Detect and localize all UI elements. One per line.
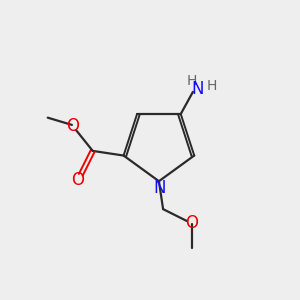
Text: O: O	[72, 171, 85, 189]
Text: H: H	[187, 74, 197, 88]
Text: N: N	[153, 179, 166, 197]
Text: H: H	[207, 80, 217, 93]
Text: O: O	[185, 214, 198, 232]
Text: O: O	[66, 117, 79, 135]
Text: N: N	[191, 80, 204, 98]
